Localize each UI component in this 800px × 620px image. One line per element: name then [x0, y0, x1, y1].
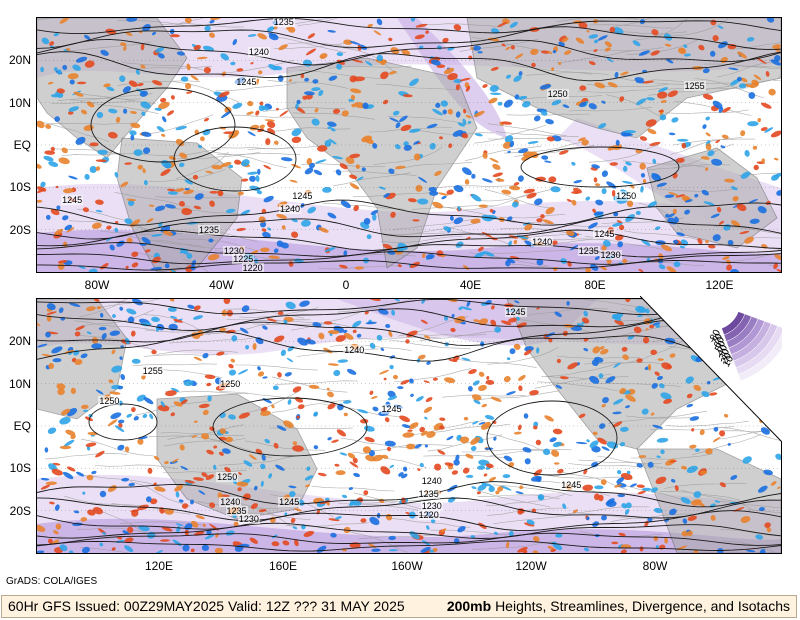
lon-label: 160E — [268, 559, 298, 573]
lat-label: EQ — [13, 419, 31, 433]
contour-label: 1220 — [417, 509, 440, 520]
level-label: 200mb — [446, 598, 492, 614]
streamlines — [44, 299, 781, 553]
legend-wedge — [639, 295, 792, 443]
contour-label: 1235 — [225, 505, 248, 516]
contour-label: 1250 — [219, 378, 242, 389]
contour-label: 1245 — [291, 190, 314, 201]
contour-label: 1230 — [222, 245, 245, 256]
height-contours — [37, 18, 781, 271]
height-contours — [37, 299, 781, 552]
contour-label: 1230 — [237, 514, 260, 525]
contour-label: 1255 — [683, 80, 706, 91]
contour-label: 1240 — [343, 344, 366, 355]
lon-label: 160W — [391, 559, 423, 573]
lat-label: 20N — [8, 53, 31, 68]
contour-label: 1235 — [577, 245, 600, 256]
contour-label: 1240 — [531, 237, 554, 248]
contour-label: 1235 — [417, 488, 440, 499]
contour-label: 1245 — [560, 480, 583, 491]
lat-label: 10S — [9, 461, 31, 476]
contour-label: 1235 — [272, 17, 295, 28]
contour-label: 1240 — [420, 476, 443, 487]
lon-label: 40E — [459, 278, 482, 292]
contour-label: 1230 — [599, 250, 622, 261]
contour-label: 1250 — [216, 471, 239, 482]
contour-label: 1250 — [98, 395, 121, 406]
contour-label: 1240 — [219, 497, 242, 508]
contour-label: 1245 — [504, 306, 527, 317]
map-canvas-top — [37, 18, 781, 272]
product-title: 200mb Heights, Streamlines, Divergence, … — [447, 598, 790, 614]
footer-bar: 60Hr GFS Issued: 00Z29MAY2025 Valid: 12Z… — [1, 595, 797, 618]
contour-label: 1225 — [232, 254, 255, 265]
product-label: Heights, Streamlines, Divergence, and Is… — [495, 598, 790, 614]
divergence-field — [37, 18, 781, 272]
lon-label: 80E — [584, 278, 606, 292]
lon-label: 80W — [84, 278, 110, 292]
contour-label: 1245 — [278, 497, 301, 508]
lon-label: 0 — [342, 278, 350, 292]
map-canvas-bottom — [37, 299, 781, 553]
map-panel-top: 1235 1240 1245 1250 1255 1245 1240 1245 1235 1230… — [36, 17, 782, 273]
contour-label: 1220 — [241, 262, 264, 273]
contour-label: 1235 — [198, 224, 221, 235]
lat-label: 20N — [8, 334, 31, 349]
contour-label: 1245 — [380, 404, 403, 415]
divergence-field — [37, 299, 781, 553]
graticule — [37, 341, 781, 511]
lat-label: 10N — [8, 95, 31, 110]
graticule — [37, 60, 781, 230]
contour-label: 1240 — [278, 203, 301, 214]
lat-label: EQ — [13, 138, 31, 152]
issued-valid-text: 60Hr GFS Issued: 00Z29MAY2025 Valid: 12Z… — [8, 598, 405, 614]
contour-label: 1245 — [235, 76, 258, 87]
contour-label: 1245 — [61, 195, 84, 206]
lon-label: 40W — [209, 278, 234, 292]
lat-label: 10S — [9, 180, 31, 195]
contour-label: 1230 — [420, 501, 443, 512]
software-credit: GrADS: COLA/IGES — [6, 576, 98, 587]
contour-label: 1255 — [141, 365, 164, 376]
contour-label: 1245 — [593, 228, 616, 239]
lon-label: 120E — [144, 559, 174, 573]
contour-label: 1250 — [546, 89, 569, 100]
lat-label: 20S — [9, 503, 31, 518]
lon-label: 120W — [515, 559, 547, 573]
map-panel-bottom: 1245 1240 1255 1250 1250 1245 1250 1240 1235 1230… — [36, 298, 782, 554]
lon-label: 120E — [705, 278, 734, 292]
lat-label: 20S — [9, 222, 31, 237]
lat-label: 10N — [8, 376, 31, 391]
lon-label: 80W — [642, 559, 668, 573]
contour-label: 1240 — [247, 46, 270, 57]
isotach-legend: 80 70 60 50 40 30 20 10 — [639, 295, 792, 443]
contour-label: 1250 — [615, 190, 638, 201]
